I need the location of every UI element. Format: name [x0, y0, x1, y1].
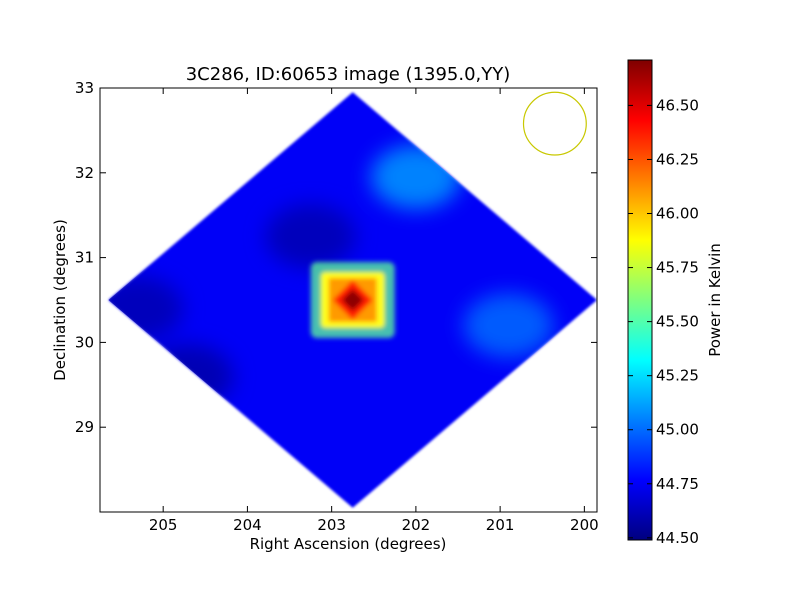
x-axis-label: Right Ascension (degrees) [250, 535, 447, 553]
colorbar-tick-label: 46.00 [656, 205, 699, 223]
colorbar-tick-label: 45.50 [656, 313, 699, 331]
y-tick-label: 31 [75, 249, 94, 267]
x-tick-label: 202 [402, 516, 431, 534]
y-tick-label: 32 [75, 164, 94, 182]
y-tick-label: 29 [75, 418, 94, 436]
heatmap-feature [143, 344, 234, 409]
colorbar-tick-label: 45.25 [656, 367, 699, 385]
colorbar-tick-label: 46.50 [656, 96, 699, 114]
x-tick-label: 201 [486, 516, 515, 534]
beam-circle [522, 91, 587, 156]
y-axis-label: Declination (degrees) [51, 219, 69, 381]
heatmap-feature [370, 145, 461, 210]
x-tick-label: 204 [233, 516, 262, 534]
colorbar-tick-label: 46.25 [656, 150, 699, 168]
colorbar-tick-label: 45.75 [656, 259, 699, 277]
plot-area: 205 204 203 202 201 200 29 30 31 32 33 [75, 79, 599, 534]
x-tick-label: 203 [317, 516, 346, 534]
x-axis-ticks: 205 204 203 202 201 200 [149, 88, 599, 534]
y-tick-label: 33 [75, 79, 94, 97]
x-tick-label: 205 [149, 516, 178, 534]
colorbar-gradient [628, 60, 652, 540]
heatmap-feature [108, 276, 183, 341]
plot-frame [99, 87, 598, 513]
y-axis-ticks: 29 30 31 32 33 [75, 79, 597, 436]
colorbar-tick-label: 45.00 [656, 421, 699, 439]
peak-center [341, 289, 364, 311]
colorbar-ticks: 44.50 44.75 45.00 45.25 45.50 45.75 46.00 46.25… [628, 96, 699, 547]
heatmap-feature [463, 293, 554, 358]
colorbar-frame [627, 59, 653, 541]
colorbar-tick-label: 44.75 [656, 475, 699, 493]
colorbar-tick-label: 44.50 [656, 529, 699, 547]
heatmap-feature [265, 204, 356, 269]
chart-title: 3C286, ID:60653 image (1395.0,YY) [186, 64, 511, 85]
x-tick-label: 200 [570, 516, 599, 534]
heatmap-image [108, 92, 597, 508]
y-tick-label: 30 [75, 333, 94, 351]
colorbar: 44.50 44.75 45.00 45.25 45.50 45.75 46.00 46.25… [627, 59, 724, 547]
colorbar-label: Power in Kelvin [706, 243, 724, 357]
